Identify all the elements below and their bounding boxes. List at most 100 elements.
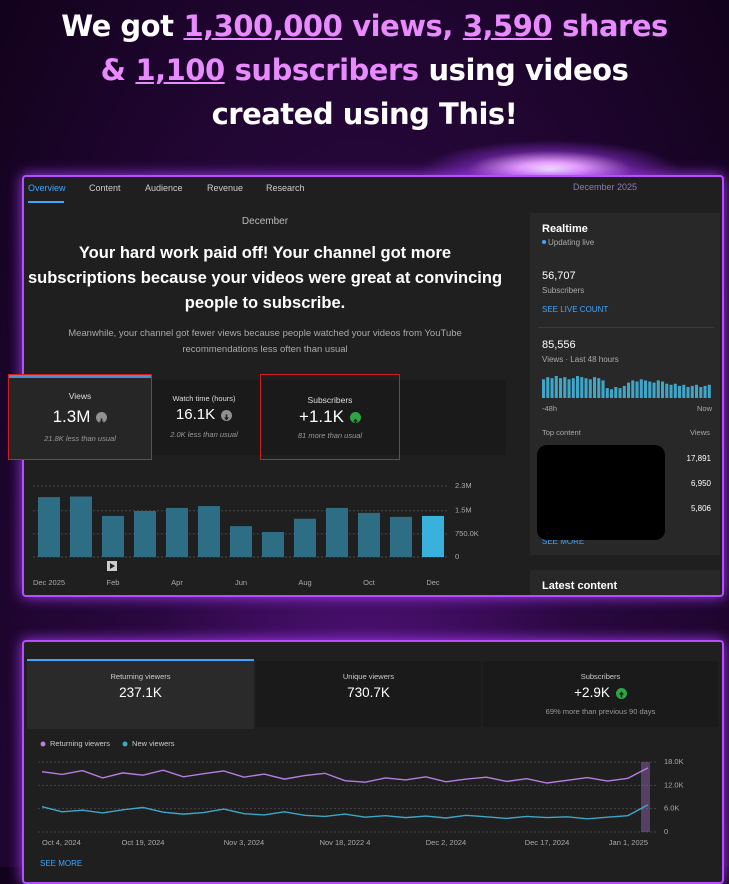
- x-tick-label: Jun: [235, 578, 247, 587]
- legend-dot: [122, 741, 128, 747]
- status: Updating live: [548, 238, 595, 247]
- up-icon: [615, 687, 627, 699]
- bar: [38, 497, 60, 557]
- x-tick-label: Oct 4, 2024: [42, 838, 81, 847]
- card-bg: [483, 661, 718, 727]
- top-views: 5,806: [690, 504, 711, 513]
- headline-line: & 1,100 subscribers using videos: [0, 48, 729, 92]
- card-value: 1.3M: [9, 407, 151, 427]
- see-more[interactable]: SEE MORE: [542, 537, 585, 546]
- top-views-label: Views: [690, 428, 710, 437]
- subscriber-label: Subscribers: [542, 286, 585, 295]
- subscriber-count: 56,707: [542, 270, 576, 282]
- see-more[interactable]: SEE MORE: [40, 859, 83, 868]
- realtime-bar: [567, 379, 571, 398]
- x-tick-label: Dec 2025: [33, 578, 65, 587]
- realtime-title: Realtime: [542, 223, 588, 235]
- realtime-bar: [559, 378, 563, 398]
- realtime-bar: [627, 382, 631, 398]
- bar: [294, 518, 316, 557]
- tab[interactable]: Overview: [28, 183, 66, 193]
- card-value: 16.1K: [152, 406, 256, 423]
- headline-segment: 3,590: [462, 9, 553, 43]
- headline-segment: views,: [352, 9, 453, 43]
- tab[interactable]: Research: [266, 183, 305, 193]
- realtime-bar: [707, 384, 711, 398]
- realtime-bar: [618, 388, 622, 398]
- top-views: 6,950: [690, 479, 711, 488]
- headline-segment: using videos: [428, 53, 629, 87]
- y-tick-label: 1.5M: [455, 506, 472, 515]
- y-tick-label: 12.0K: [664, 780, 684, 789]
- realtime-bar: [550, 378, 554, 398]
- realtime-bar: [576, 376, 580, 398]
- bar: [262, 531, 284, 557]
- view-count: 85,556: [542, 339, 576, 351]
- card-label: Subscribers: [580, 672, 621, 681]
- realtime-bar: [614, 387, 618, 398]
- live-link[interactable]: SEE LIVE COUNT: [542, 305, 609, 314]
- range-end: Now: [697, 404, 713, 413]
- selected-bar: [9, 375, 151, 378]
- headline-segment: &: [100, 53, 126, 87]
- realtime-bar: [546, 377, 550, 398]
- metric-card: Watch time (hours) 16.1K 2.0K less than us…: [152, 374, 256, 458]
- realtime-bar: [593, 377, 597, 398]
- realtime-bar: [652, 382, 656, 398]
- realtime-bar: [703, 385, 707, 398]
- realtime-bar: [597, 378, 601, 398]
- subtext: Meanwhile, your channel got fewer views …: [68, 328, 462, 355]
- realtime-bar: [610, 389, 614, 398]
- card-label: Returning viewers: [110, 672, 171, 681]
- card-value: 237.1K: [119, 685, 162, 700]
- realtime-bar: [635, 381, 639, 398]
- headline-segment: shares: [562, 9, 668, 43]
- tab[interactable]: Revenue: [207, 183, 244, 193]
- metric-card: Subscribers +1.1K 81 more than usual: [260, 374, 400, 460]
- tab[interactable]: Audience: [145, 183, 183, 193]
- y-tick-label: 0: [664, 827, 668, 836]
- x-tick-label: Dec 17, 2024: [525, 838, 570, 847]
- x-tick-label: Oct: [363, 578, 376, 587]
- realtime-bar: [605, 388, 609, 398]
- realtime-bar: [665, 383, 669, 398]
- latest-box: [530, 570, 720, 595]
- line: [41, 804, 649, 820]
- card-note: 69% more than previous 90 days: [545, 707, 656, 716]
- bar: [198, 506, 220, 557]
- hatch: [641, 762, 650, 832]
- up-icon: [349, 412, 361, 425]
- play-icon: [110, 563, 115, 569]
- top-views: 17,891: [686, 454, 711, 463]
- card-value: 730.7K: [347, 685, 390, 700]
- period[interactable]: December 2025: [573, 182, 638, 192]
- realtime-bar: [622, 385, 626, 398]
- realtime-bar: [656, 380, 660, 398]
- down-icon: [96, 412, 108, 425]
- headline: We got 1,300,000 views, 3,590 shares & 1,100 su…: [0, 4, 729, 136]
- x-tick-label: Feb: [107, 578, 120, 587]
- tab[interactable]: Content: [89, 183, 121, 193]
- realtime-bar: [699, 387, 703, 398]
- realtime-bar: [639, 379, 643, 398]
- x-tick-label: Dec: [426, 578, 440, 587]
- bar: [390, 516, 412, 557]
- realtime-bar: [678, 385, 682, 398]
- bar: [358, 512, 380, 557]
- line: [41, 767, 649, 784]
- tab-underline: [28, 201, 64, 203]
- realtime-bar: [682, 384, 686, 398]
- card-note: 81 more than usual: [297, 431, 363, 440]
- latest-content: Latest content: [542, 580, 618, 592]
- realtime-bar: [690, 385, 694, 398]
- x-tick-label: Oct 19, 2024: [122, 838, 165, 847]
- realtime-bar: [686, 387, 690, 398]
- heading: Your hard work paid off! Your channel go…: [27, 244, 503, 312]
- down-icon: [221, 409, 233, 421]
- y-tick-label: 0: [455, 552, 459, 561]
- bar: [70, 496, 92, 557]
- card-label: Subscribers: [307, 395, 353, 405]
- bar: [102, 515, 124, 557]
